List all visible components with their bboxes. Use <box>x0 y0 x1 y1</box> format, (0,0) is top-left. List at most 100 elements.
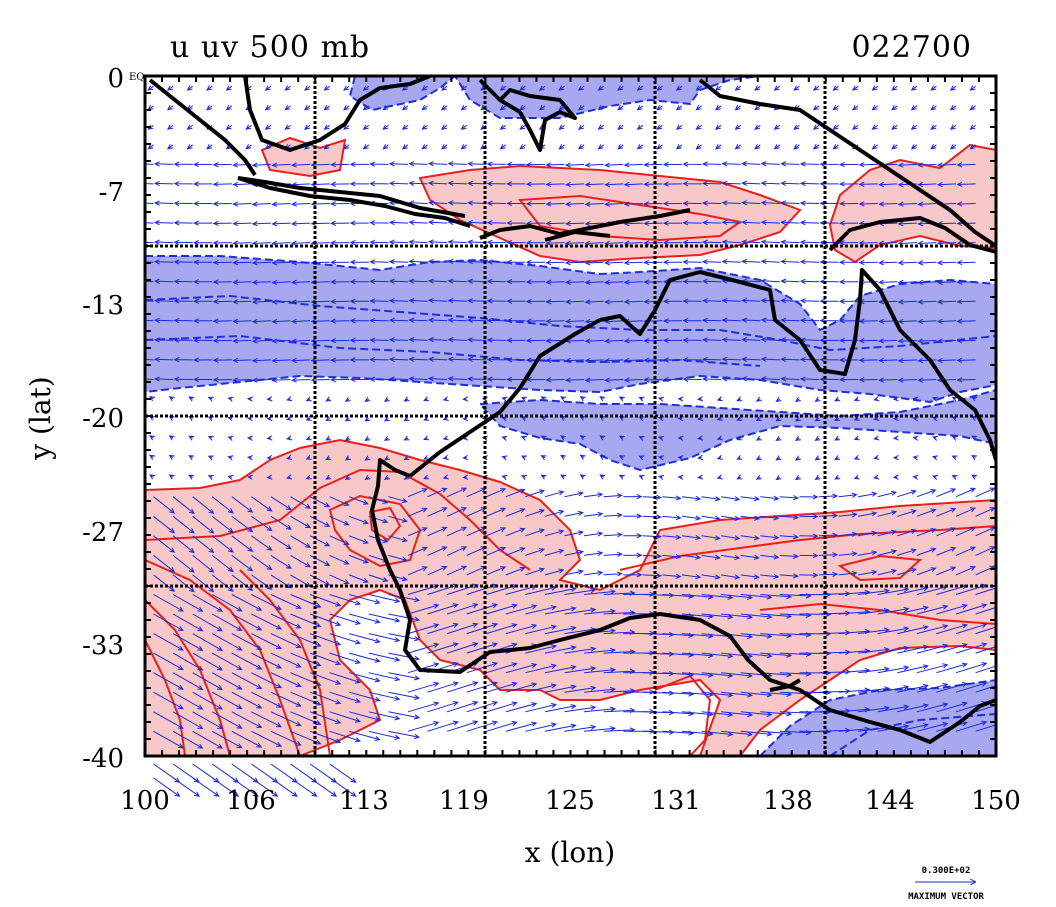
wind-vector <box>662 554 682 560</box>
wind-vector <box>506 376 526 383</box>
wind-vector <box>754 124 761 130</box>
wind-vector <box>211 730 243 749</box>
wind-vector <box>207 435 214 441</box>
wind-vector <box>930 124 937 130</box>
wind-vector <box>716 435 723 441</box>
wind-vector <box>231 777 259 797</box>
wind-vector <box>407 527 428 537</box>
wind-vector <box>145 378 154 380</box>
wind-vector <box>814 396 821 402</box>
wind-vector <box>721 515 741 521</box>
wind-vector <box>780 161 800 167</box>
wind-vector <box>427 507 448 517</box>
wind-vector <box>388 317 409 323</box>
wind-vector <box>969 85 976 91</box>
wind-vector <box>662 573 682 579</box>
wind-vector <box>368 613 401 623</box>
wind-vector <box>173 181 193 187</box>
wind-vector <box>388 278 409 284</box>
wind-vector <box>309 535 331 547</box>
wind-vector <box>878 377 898 383</box>
wind-vector <box>153 239 174 245</box>
wind-vector <box>936 357 957 364</box>
wind-vector <box>192 711 223 730</box>
wind-vector <box>388 496 408 504</box>
wind-vector <box>721 337 741 343</box>
wind-vector <box>832 104 839 111</box>
wind-vector <box>858 491 878 498</box>
wind-vector <box>916 682 949 693</box>
wind-vector <box>383 455 390 461</box>
wind-vector <box>368 574 389 583</box>
wind-vector <box>153 555 176 573</box>
wind-vector <box>271 201 291 207</box>
wind-vector <box>662 240 683 246</box>
wind-vector <box>421 104 428 111</box>
wind-vector <box>897 162 917 168</box>
wind-vector <box>544 723 577 732</box>
wind-vector <box>721 239 741 245</box>
wind-vector <box>579 396 586 402</box>
wind-vector <box>369 357 389 363</box>
wind-vector <box>323 144 331 150</box>
wind-vector <box>642 533 662 540</box>
wind-vector <box>838 259 859 265</box>
wind-vector <box>636 144 644 150</box>
wind-vector <box>188 474 195 480</box>
wind-vector <box>577 85 585 91</box>
wind-vector <box>564 587 597 595</box>
wind-vector <box>936 603 968 615</box>
wind-vector <box>343 144 350 150</box>
wind-vector <box>623 181 643 188</box>
wind-vector <box>936 701 968 713</box>
wind-vector <box>329 496 350 506</box>
wind-vector <box>290 201 311 207</box>
wind-vector <box>969 104 976 111</box>
wind-vector <box>956 201 976 207</box>
wind-vector <box>266 396 273 402</box>
wind-vector <box>460 85 467 91</box>
wind-vector <box>264 85 272 91</box>
wind-vector <box>636 85 644 91</box>
wind-vector <box>643 201 663 207</box>
wind-vector <box>421 144 428 150</box>
wind-vector <box>716 396 723 402</box>
wind-vector <box>168 396 175 402</box>
wind-vector <box>734 124 741 130</box>
wind-vector <box>364 396 371 402</box>
wind-vector <box>505 702 538 713</box>
wind-vector <box>344 416 351 422</box>
wind-vector <box>584 338 604 344</box>
wind-vector <box>211 711 243 729</box>
wind-vector <box>799 376 820 382</box>
wind-vector <box>369 298 389 304</box>
wind-vector <box>147 85 154 91</box>
wind-vector <box>506 357 526 363</box>
wind-vector <box>173 161 193 167</box>
wind-vector <box>897 489 917 498</box>
wind-vector <box>166 124 174 130</box>
wind-vector <box>878 260 898 266</box>
wind-vector <box>153 180 174 187</box>
wind-vector <box>741 258 761 265</box>
wind-vector <box>192 777 220 797</box>
wind-vector <box>188 396 195 402</box>
wind-vector <box>466 701 499 713</box>
x-axis-label: x (lon) <box>525 836 615 869</box>
wind-vector <box>736 435 743 441</box>
wind-vector <box>682 181 702 187</box>
y-tick-label: -13 <box>82 291 124 321</box>
wind-vector <box>153 298 174 304</box>
wind-vector <box>799 278 820 284</box>
wind-vector <box>682 259 702 265</box>
wind-vector <box>564 318 585 325</box>
wind-vector <box>975 646 996 654</box>
wind-vector <box>560 396 567 402</box>
wind-vector <box>506 239 526 246</box>
wind-vector <box>427 487 448 498</box>
wind-vector <box>714 104 722 111</box>
wind-vector <box>525 318 546 324</box>
wind-vector <box>584 260 604 266</box>
wind-vector <box>501 435 508 441</box>
wind-vector <box>166 144 174 150</box>
